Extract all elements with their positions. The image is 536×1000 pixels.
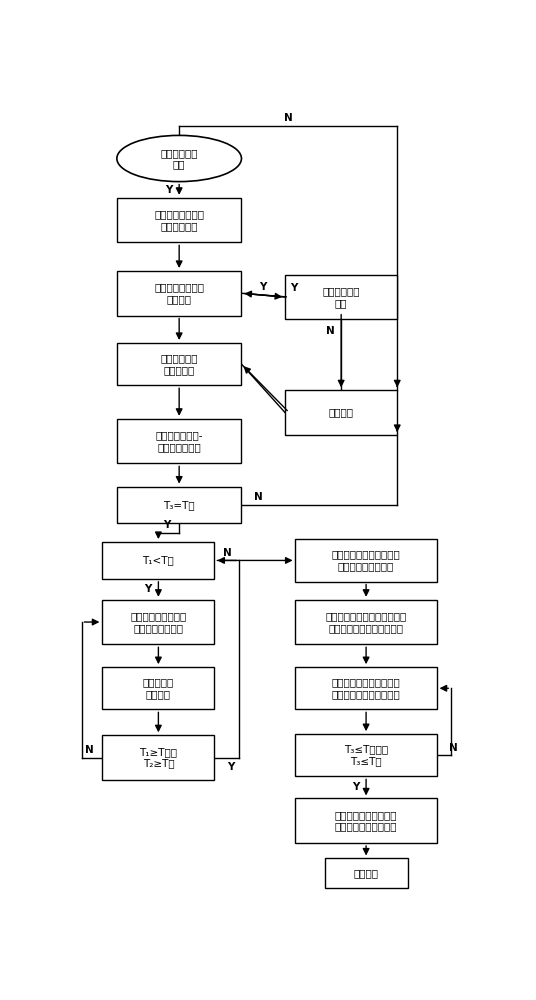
Text: 控制模块控制点火
装置点火: 控制模块控制点火 装置点火 <box>154 282 204 304</box>
Text: 氢气与氧气
充分燃烧: 氢气与氧气 充分燃烧 <box>143 677 174 699</box>
Text: N: N <box>222 548 232 558</box>
Text: 控制模块控制第一调
节阀及第二调节阀: 控制模块控制第一调 节阀及第二调节阀 <box>130 611 187 633</box>
Bar <box>295 539 437 582</box>
Bar <box>117 487 242 523</box>
Bar <box>285 390 397 435</box>
Text: Y: Y <box>259 282 267 292</box>
Text: Y: Y <box>165 185 173 195</box>
Bar <box>295 667 437 709</box>
Text: N: N <box>284 113 293 123</box>
Text: N: N <box>326 326 335 336</box>
Text: 报警装置: 报警装置 <box>329 408 354 418</box>
Text: Y: Y <box>289 283 297 293</box>
Text: N: N <box>449 743 458 753</box>
Text: 控制模块控制第二调节阀，使
第二调节阀的开度调到最大: 控制模块控制第二调节阀，使 第二调节阀的开度调到最大 <box>325 611 407 633</box>
Bar <box>117 271 242 316</box>
Text: Y: Y <box>352 782 360 792</box>
Text: T₃≤T外或者
T₃≤T关: T₃≤T外或者 T₃≤T关 <box>344 744 388 766</box>
Text: Y: Y <box>144 584 152 594</box>
Bar <box>102 735 214 780</box>
Bar <box>295 600 437 644</box>
Text: 控制模块控制氢气
与空气的配比: 控制模块控制氢气 与空气的配比 <box>154 209 204 231</box>
Text: T₁≥T运且
T₂≥T运: T₁≥T运且 T₂≥T运 <box>139 747 177 768</box>
Bar <box>102 667 214 709</box>
Text: 根据预设的温度-
功率表正常运行: 根据预设的温度- 功率表正常运行 <box>155 430 203 452</box>
Text: Y: Y <box>163 520 170 530</box>
Text: T₃=T燃: T₃=T燃 <box>163 500 195 510</box>
Bar <box>295 798 437 843</box>
Bar <box>102 542 214 579</box>
Text: 是否需要重新
点火: 是否需要重新 点火 <box>323 286 360 308</box>
Text: 控制模块控制电磁阀关
闭，以将第二出口关闭: 控制模块控制电磁阀关 闭，以将第二出口关闭 <box>335 810 397 832</box>
Text: N: N <box>85 745 94 755</box>
Bar <box>285 275 397 319</box>
Ellipse shape <box>117 135 241 182</box>
Text: Y: Y <box>227 762 235 772</box>
Bar <box>117 343 242 385</box>
Text: 控制电磁阀打
开第二出口: 控制电磁阀打 开第二出口 <box>160 353 198 375</box>
Text: 关机完成: 关机完成 <box>354 868 378 878</box>
Bar <box>325 858 408 888</box>
Text: N: N <box>254 492 263 502</box>
Text: 以最大空气流量对燃烧室
内及第二出口处进行吹扫: 以最大空气流量对燃烧室 内及第二出口处进行吹扫 <box>332 677 400 699</box>
Bar <box>117 419 242 463</box>
Bar <box>102 600 214 644</box>
Bar <box>117 198 242 242</box>
Bar <box>295 734 437 776</box>
Text: 燃氢加热装置
自检: 燃氢加热装置 自检 <box>160 148 198 169</box>
Text: T₁<T运: T₁<T运 <box>143 555 174 565</box>
Text: 控制模块控制第一调节阀
关闭，切断氢气供应: 控制模块控制第一调节阀 关闭，切断氢气供应 <box>332 550 400 571</box>
